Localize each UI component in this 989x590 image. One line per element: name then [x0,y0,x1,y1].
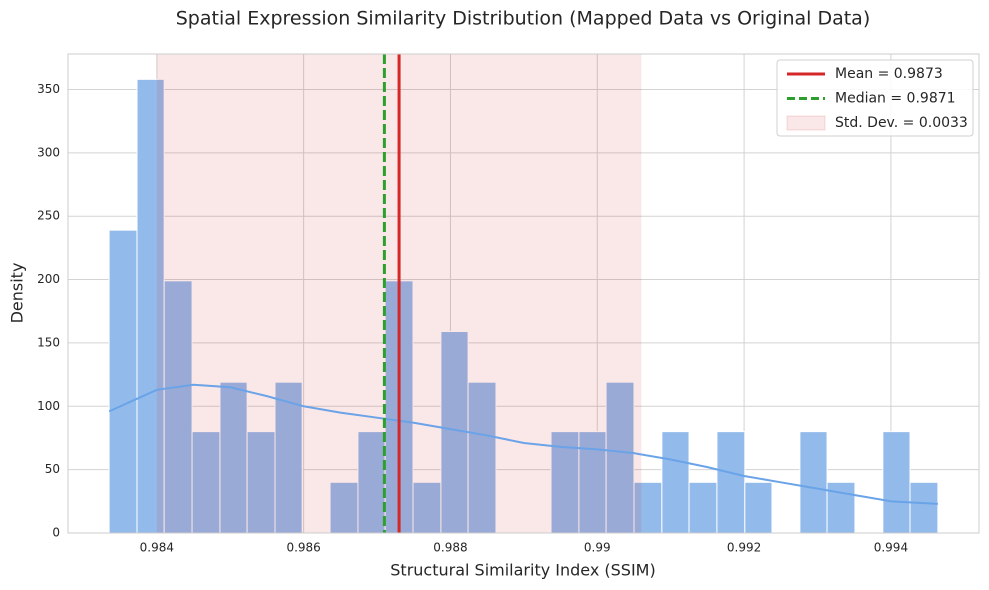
bar [882,431,911,534]
bar [744,481,773,534]
bar [329,481,359,534]
y-tick-label: 150 [37,335,60,349]
bar [799,431,828,534]
x-tick-label: 0.992 [727,541,761,555]
y-tick-label: 0 [52,526,60,540]
bar [357,431,386,534]
bar [412,481,442,534]
x-axis-label: Structural Similarity Index (SSIM) [390,561,655,580]
x-tick-label: 0.988 [433,541,467,555]
bar [467,381,497,534]
y-tick-label: 200 [37,272,60,286]
legend-swatch [786,115,826,131]
bar [191,431,221,534]
bar [688,481,718,534]
y-tick-label: 300 [37,145,60,159]
x-tick-label: 0.99 [584,541,611,555]
bar [826,481,856,534]
y-tick-label: 350 [37,82,60,96]
legend-label: Std. Dev. = 0.0033 [835,115,968,131]
x-tick-label: 0.986 [286,541,320,555]
legend-label: Mean = 0.9873 [835,66,943,82]
bar [274,381,303,534]
bar [633,481,663,534]
y-axis-label: Density [8,263,27,324]
x-tick-label: 0.994 [874,541,908,555]
bar [716,431,746,534]
y-tick-label: 250 [37,209,60,223]
y-tick-label: 50 [45,462,60,476]
kde-line [108,383,938,505]
bar [163,280,193,534]
chart-title: Spatial Expression Similarity Distributi… [176,8,871,30]
x-tick-label: 0.984 [140,541,174,555]
bar [661,431,690,534]
legend-box [776,59,974,137]
bar [605,381,635,534]
y-tick-label: 100 [37,399,60,413]
legend-label: Median = 0.9871 [835,91,956,107]
bar [909,481,939,534]
plot-frame [67,53,980,534]
bar [108,229,138,534]
